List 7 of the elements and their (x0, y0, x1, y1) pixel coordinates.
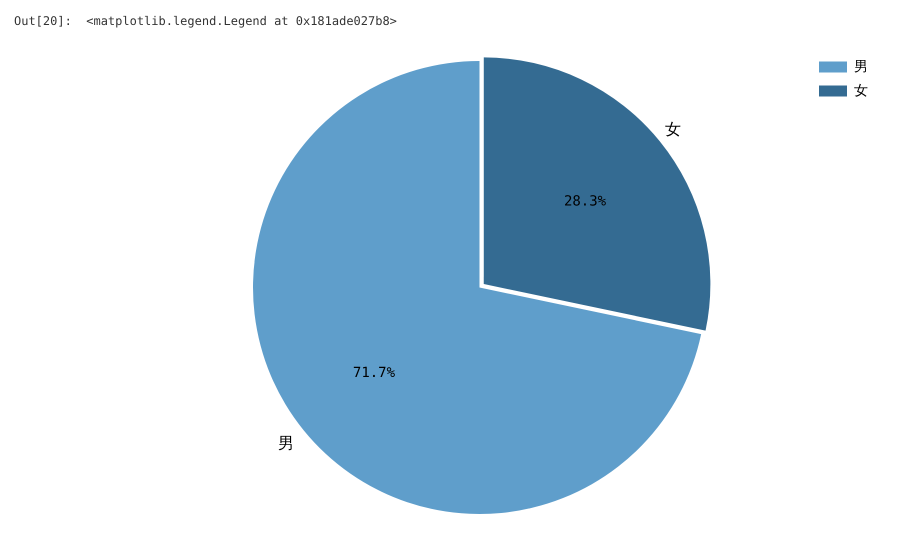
data-label: 28.3% (564, 194, 607, 210)
text: Out[20]: <matplotlib.legend.Legend at 0x181ade027b8> (14, 14, 397, 28)
legend-label: 男 (854, 58, 868, 74)
data-label: 71.7% (352, 364, 396, 381)
slice-label: 男 (278, 434, 294, 453)
legend-label: 女 (854, 82, 868, 98)
slice-label: 女 (664, 120, 681, 139)
